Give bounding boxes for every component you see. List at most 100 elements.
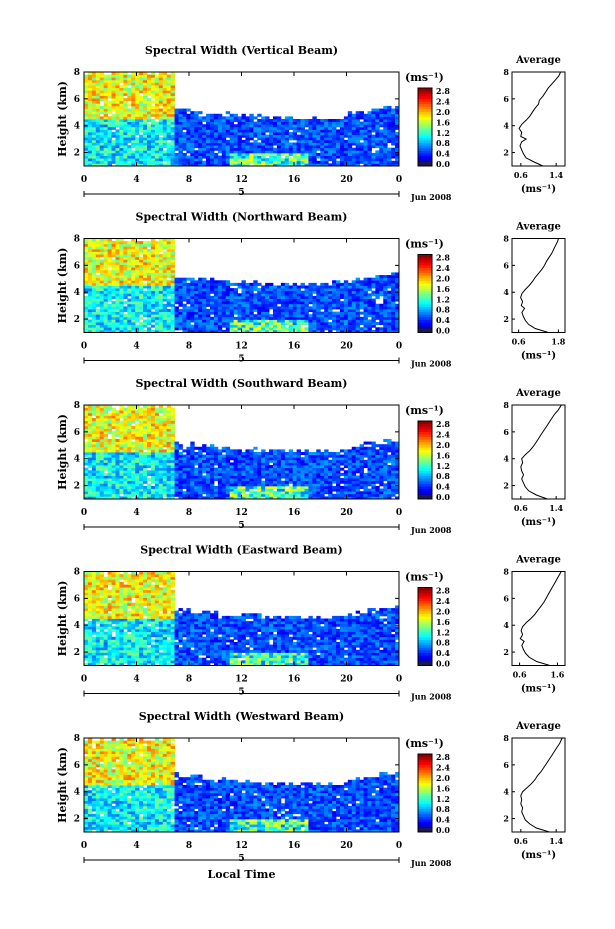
heatmap-cell <box>103 288 109 292</box>
x-tick-label: 8 <box>186 175 192 185</box>
heatmap-cell <box>300 329 305 333</box>
heatmap-cell <box>119 436 124 440</box>
heatmap-cell <box>158 145 164 149</box>
heatmap-cell <box>328 314 333 318</box>
heatmap-cell <box>162 288 168 292</box>
heatmap-cell <box>103 491 109 495</box>
heatmap-cell <box>99 491 105 495</box>
heatmap-cell <box>91 327 97 331</box>
heatmap-cell <box>91 295 97 299</box>
heatmap-cell <box>343 285 349 289</box>
heatmap-cell <box>178 488 183 492</box>
heatmap-cell <box>257 147 262 151</box>
heatmap-cell <box>154 113 160 117</box>
heatmap-cell <box>111 248 116 252</box>
heatmap-cell <box>182 493 187 497</box>
heatmap-cell <box>99 298 105 302</box>
heatmap-cell <box>316 295 321 299</box>
heatmap-cell <box>107 111 112 115</box>
heatmap-cell <box>257 319 262 323</box>
heatmap-cell <box>158 428 164 432</box>
heatmap-cell <box>162 415 168 419</box>
heatmap-cell <box>95 72 101 76</box>
heatmap-cell <box>190 311 195 315</box>
heatmap-cell <box>119 272 124 276</box>
heatmap-cell <box>225 147 231 151</box>
heatmap-cell <box>166 496 172 500</box>
heatmap-cell <box>123 425 128 429</box>
heatmap-cell <box>304 322 309 326</box>
heatmap-cell <box>245 155 250 159</box>
colorbar-tick-label: 2.8 <box>436 86 450 96</box>
heatmap-cell <box>123 436 128 440</box>
heatmap-cell <box>119 491 124 495</box>
heatmap-cell <box>383 295 388 299</box>
heatmap-cell <box>367 126 372 130</box>
heatmap-cell <box>95 256 101 260</box>
heatmap-cell <box>308 329 313 333</box>
heatmap-cell <box>210 160 215 164</box>
heatmap-cell <box>332 150 337 154</box>
heatmap-cell <box>91 288 97 292</box>
heatmap-cell <box>261 132 266 136</box>
heatmap-cell <box>308 327 313 331</box>
heatmap-cell <box>383 139 388 143</box>
colorbar-swatch <box>418 95 432 99</box>
heatmap-cell <box>162 256 168 260</box>
heatmap-cell <box>304 155 309 159</box>
heatmap-cell <box>316 126 321 130</box>
heatmap-cell <box>186 316 191 320</box>
heatmap-cell <box>194 132 199 136</box>
heatmap-cell <box>103 295 109 299</box>
heatmap-cell <box>99 428 105 432</box>
heatmap-cell <box>123 472 128 476</box>
heatmap-cell <box>107 119 112 123</box>
heatmap-cell <box>312 142 317 146</box>
heatmap-cell <box>143 241 148 245</box>
heatmap-cell <box>324 306 329 310</box>
heatmap-cell <box>99 116 105 120</box>
heatmap-cell <box>115 243 120 247</box>
heatmap-cell <box>178 457 183 461</box>
heatmap-cell <box>103 285 109 289</box>
heatmap-cell <box>273 132 278 136</box>
heatmap-cell <box>107 160 112 164</box>
heatmap-cell <box>210 155 215 159</box>
heatmap-cell <box>296 293 301 297</box>
heatmap-cell <box>131 288 136 292</box>
heatmap-cell <box>391 134 396 138</box>
heatmap-cell <box>123 92 128 96</box>
heatmap-cell <box>233 124 238 128</box>
heatmap-cell <box>355 277 361 281</box>
heatmap-cell <box>316 311 321 315</box>
heatmap-cell <box>127 251 132 255</box>
colorbar-swatch <box>418 272 432 276</box>
heatmap-cell <box>237 303 242 307</box>
heatmap-cell <box>210 301 215 305</box>
heatmap-cell <box>131 428 136 432</box>
heatmap-cell <box>139 420 144 424</box>
heatmap-cell <box>95 295 101 299</box>
heatmap-cell <box>154 121 160 125</box>
heatmap-cell <box>221 303 227 307</box>
heatmap-cell <box>375 327 380 331</box>
heatmap-cell <box>131 306 136 310</box>
heatmap-cell <box>123 309 128 313</box>
heatmap-cell <box>182 454 187 458</box>
heatmap-cell <box>339 324 345 328</box>
heatmap-cell <box>119 306 124 310</box>
heatmap-cell <box>174 327 179 331</box>
heatmap-cell <box>182 329 187 333</box>
heatmap-cell <box>308 288 313 292</box>
heatmap-cell <box>186 488 191 492</box>
heatmap-cell <box>261 121 266 125</box>
heatmap-cell <box>131 126 136 130</box>
heatmap-cell <box>135 90 140 94</box>
heatmap-cell <box>139 431 144 435</box>
heatmap-cell <box>237 132 242 136</box>
heatmap-cell <box>359 303 364 307</box>
heatmap-cell <box>190 319 195 323</box>
heatmap-cell <box>206 467 211 471</box>
heatmap-cell <box>115 475 120 479</box>
heatmap-cell <box>347 322 353 326</box>
